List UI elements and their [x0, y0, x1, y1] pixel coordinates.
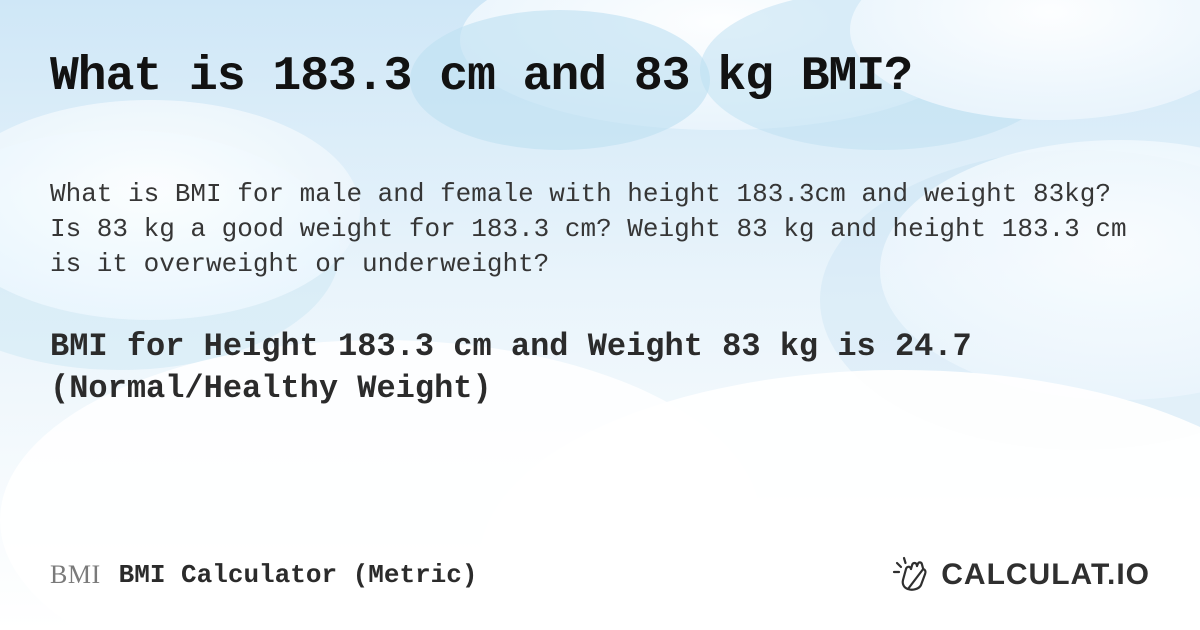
page-content: What is 183.3 cm and 83 kg BMI? What is … [0, 0, 1200, 630]
page-title: What is 183.3 cm and 83 kg BMI? [50, 50, 1150, 105]
bmi-result: BMI for Height 183.3 cm and Weight 83 kg… [50, 326, 1150, 409]
description-paragraph: What is BMI for male and female with hei… [50, 177, 1150, 282]
